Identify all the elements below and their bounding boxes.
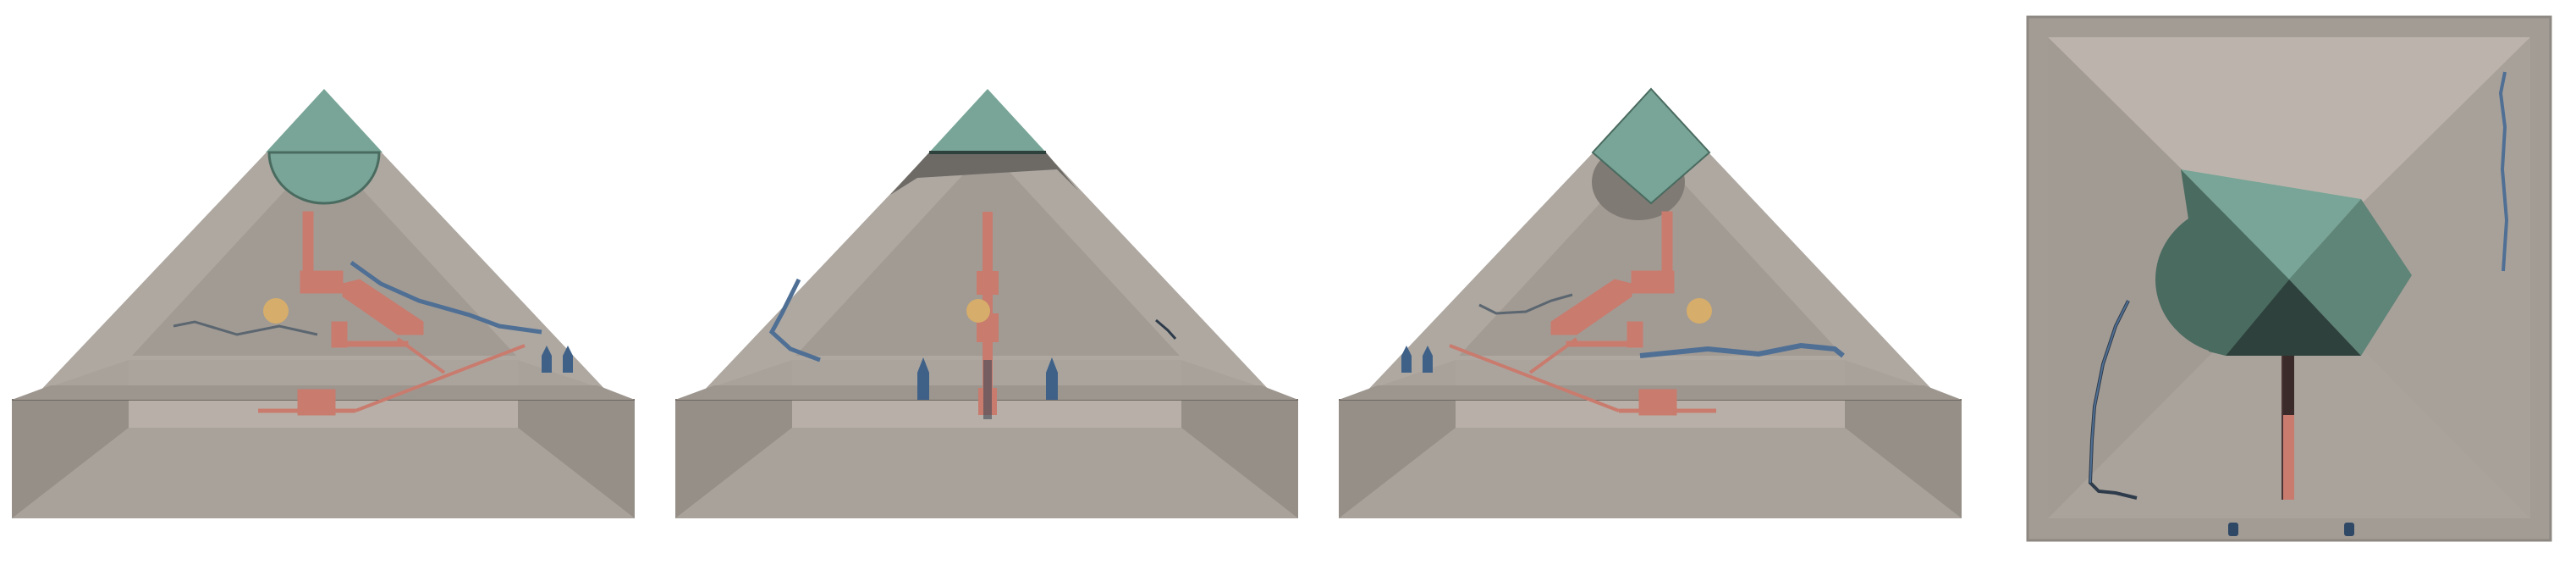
passage-system: [258, 211, 526, 416]
capstone: [929, 89, 1046, 152]
base-inner-floor: [1339, 428, 1962, 518]
marker-2: [1046, 357, 1058, 400]
marker-1: [2228, 523, 2238, 536]
pyramid-inner-face: [132, 148, 516, 356]
side-view-panel: [675, 89, 1298, 518]
vertical-shaft: [302, 211, 314, 272]
shaft-passage: [2282, 415, 2294, 500]
back-view-panel: [1339, 87, 1962, 518]
crack-right: [1155, 318, 1177, 340]
pyramid-inner-face: [1459, 148, 1843, 356]
top-view-panel: [2026, 15, 2552, 542]
dark-shaft-core: [983, 360, 992, 419]
capstone-west: [2181, 169, 2289, 356]
crack-left: [1478, 293, 1573, 315]
crack-right: [1639, 342, 1845, 358]
front-view-panel: [12, 89, 635, 518]
base-inner-floor: [675, 428, 1298, 518]
marker-2: [1423, 346, 1433, 373]
horizontal-corridor: [1566, 340, 1643, 347]
capstone-dome: [267, 151, 381, 205]
markers: [1401, 346, 1433, 373]
capstone-shadow: [890, 152, 1078, 195]
upper-chamber: [1631, 270, 1675, 294]
capstone-south: [2226, 279, 2361, 356]
capstone: [1591, 87, 1711, 205]
passage-system: [1449, 211, 1716, 416]
horizontal-corridor: [331, 340, 409, 347]
top-face-north: [2048, 37, 2530, 275]
grand-gallery: [342, 279, 424, 335]
marker-1: [917, 357, 929, 400]
golden-sphere: [966, 299, 990, 323]
marker-2: [2344, 523, 2354, 536]
crack-right: [350, 260, 542, 335]
crack-west-highlight: [2089, 300, 2129, 484]
shaft-dark: [2282, 356, 2294, 415]
shaft-node-1: [977, 271, 999, 295]
marker-2: [563, 346, 573, 373]
markers: [917, 357, 1058, 400]
ascending-passage: [1449, 344, 1620, 412]
capstone-north: [2181, 169, 2361, 279]
descending-passage: [1528, 337, 1578, 374]
marker-1: [1401, 346, 1412, 373]
subterranean-chamber: [297, 389, 336, 416]
vertical-shaft: [1661, 211, 1673, 272]
golden-sphere: [263, 298, 289, 324]
crack-east: [2498, 71, 2509, 272]
base-inner-floor: [12, 428, 635, 518]
crack-left: [768, 278, 821, 362]
capstone-east: [2289, 199, 2412, 356]
descending-passage: [396, 337, 446, 374]
crack-left: [173, 320, 318, 336]
marker-1: [542, 346, 552, 373]
subterranean-chamber: [1638, 389, 1677, 416]
golden-sphere: [1687, 298, 1712, 324]
markers: [542, 346, 573, 373]
capstone: [266, 89, 383, 152]
grand-gallery: [1550, 279, 1632, 335]
upper-chamber: [300, 270, 344, 294]
ascending-passage: [355, 344, 526, 412]
